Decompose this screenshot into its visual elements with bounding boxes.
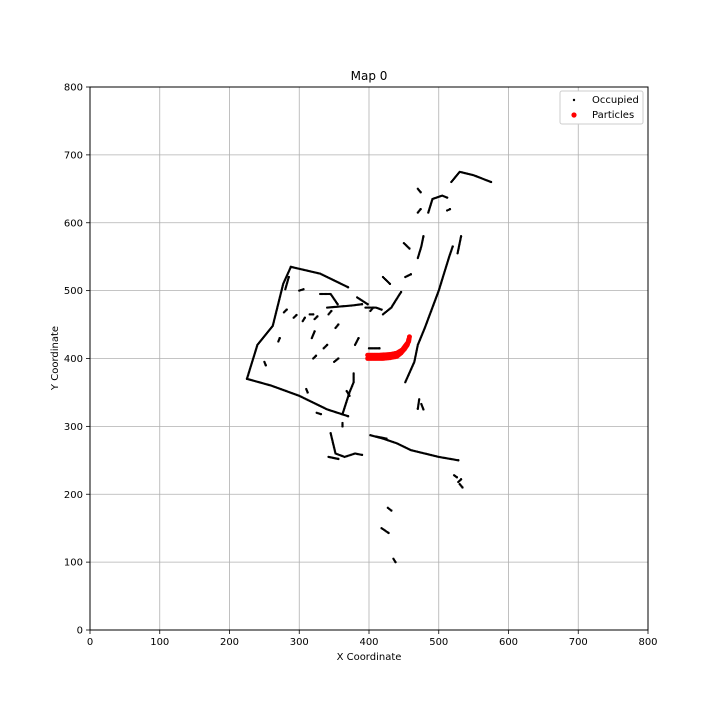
x-tick-label: 500: [429, 637, 448, 648]
occupied-point: [372, 306, 375, 309]
occupied-point: [455, 476, 459, 479]
occupied-point: [341, 425, 344, 428]
x-tick-label: 200: [220, 637, 239, 648]
occupied-point: [408, 247, 411, 250]
y-tick-label: 500: [64, 286, 83, 297]
y-tick-label: 800: [64, 83, 83, 94]
legend-label-occupied: Occupied: [592, 95, 639, 106]
occupied-point: [306, 391, 309, 394]
y-tick-label: 200: [64, 490, 83, 501]
occupied-point: [422, 235, 425, 238]
y-axis-label: Y Coordinate: [50, 326, 61, 391]
occupied-point: [448, 208, 452, 211]
occupied-point: [457, 459, 460, 462]
occupied-point: [264, 364, 267, 367]
occupied-point: [445, 196, 449, 199]
occupied-point: [278, 336, 281, 340]
occupied-point: [459, 235, 463, 238]
occupied-point: [337, 323, 340, 326]
legend: Occupied Particles: [559, 90, 644, 125]
occupied-point: [378, 347, 381, 350]
y-tick-label: 700: [64, 150, 83, 161]
y-tick-label: 0: [77, 626, 83, 637]
y-tick-label: 300: [64, 422, 83, 433]
occupied-point: [422, 408, 425, 411]
ticks: 0 100 200 300 400 500 600 700 800 0 100 200 300 400 50…: [64, 83, 658, 649]
occupied-point: [346, 286, 350, 289]
x-tick-label: 0: [87, 637, 93, 648]
occupied-point: [326, 343, 329, 347]
y-tick-label: 400: [64, 354, 83, 365]
occupied-point: [337, 357, 340, 360]
occupied-point: [348, 394, 351, 397]
occupied-point: [489, 180, 493, 184]
occupied-point: [419, 208, 422, 211]
x-tick-label: 800: [638, 637, 657, 648]
data-layer: [245, 170, 493, 564]
occupied-point: [387, 531, 390, 535]
occupied-point: [461, 486, 464, 489]
particle-point: [407, 334, 412, 340]
legend-label-particles: Particles: [592, 110, 634, 121]
occupied-point: [295, 313, 298, 317]
legend-marker-occupied: [572, 98, 576, 102]
occupied-point: [388, 282, 392, 285]
occupied-point: [336, 303, 339, 306]
occupied-point: [416, 407, 419, 410]
occupied-point: [287, 275, 290, 279]
occupied-point: [341, 413, 344, 416]
legend-marker-particles: [571, 112, 577, 118]
series-particles: [365, 334, 412, 361]
occupied-point: [357, 336, 360, 340]
occupied-point: [380, 308, 383, 311]
legend-box: [559, 90, 644, 125]
x-tick-label: 600: [499, 637, 518, 648]
occupied-point: [409, 273, 412, 276]
occupied-point: [314, 354, 318, 357]
occupied-point: [313, 330, 316, 333]
occupied-point: [366, 303, 369, 306]
y-tick-label: 600: [64, 218, 83, 229]
x-tick-label: 100: [150, 637, 169, 648]
occupied-point: [394, 560, 397, 564]
y-tick-label: 100: [64, 558, 83, 569]
occupied-point: [303, 316, 306, 319]
occupied-point: [360, 303, 364, 306]
x-axis-label: X Coordinate: [337, 652, 402, 663]
occupied-point: [330, 309, 333, 313]
x-tick-label: 400: [359, 637, 378, 648]
chart-title: Map 0: [351, 69, 388, 83]
series-occupied: [245, 170, 493, 564]
occupied-point: [312, 313, 315, 316]
occupied-point: [385, 437, 388, 440]
occupied-point: [451, 245, 454, 248]
x-tick-label: 300: [290, 637, 309, 648]
occupied-point: [390, 509, 393, 512]
occupied-point: [399, 290, 403, 294]
occupied-point: [459, 478, 463, 481]
occupied-point: [319, 413, 323, 416]
occupied-point: [346, 415, 350, 418]
occupied-point: [419, 191, 422, 194]
x-tick-label: 700: [569, 637, 588, 648]
occupied-point: [302, 288, 305, 291]
occupied-point: [285, 308, 288, 311]
occupied-point: [360, 453, 364, 457]
occupied-point: [316, 315, 319, 318]
occupied-point: [337, 457, 340, 461]
